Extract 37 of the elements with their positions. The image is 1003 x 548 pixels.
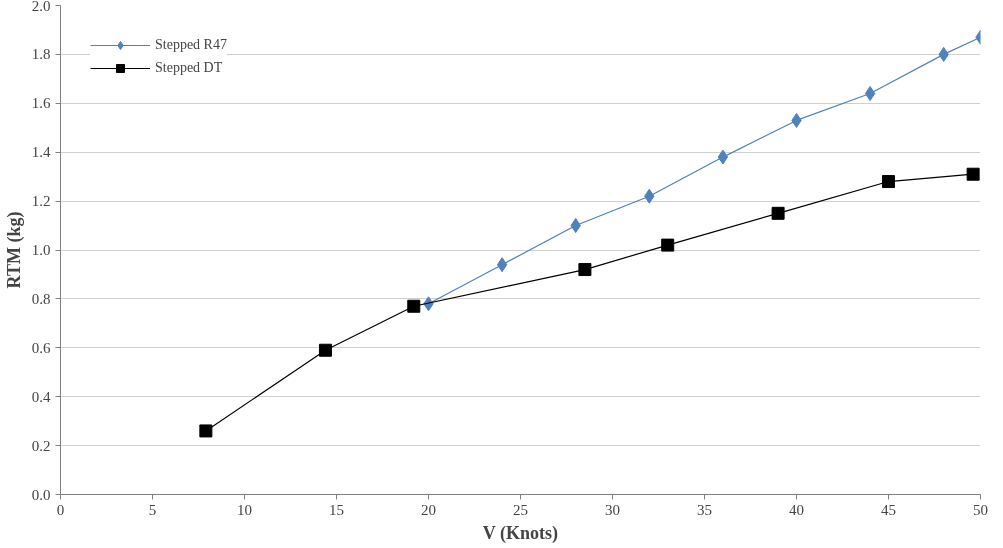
point xyxy=(199,424,213,438)
y-tick-label: 2.0 xyxy=(31,0,51,14)
legend-label: Stepped DT xyxy=(155,60,223,76)
y-axis-title: RTM (kg) xyxy=(3,211,25,289)
point xyxy=(578,263,592,277)
point xyxy=(717,149,729,165)
x-tick-label: 15 xyxy=(329,501,344,518)
y-tick-label: 0.0 xyxy=(31,486,51,503)
point xyxy=(318,343,332,357)
y-tick-label: 1.0 xyxy=(31,242,51,258)
y-tick-label: 1.2 xyxy=(31,193,51,210)
point xyxy=(496,257,508,273)
point xyxy=(771,206,785,220)
x-tick-label: 25 xyxy=(513,501,528,518)
x-tick-label: 20 xyxy=(421,501,436,518)
x-tick-label: 45 xyxy=(881,501,896,518)
x-tick-label: 50 xyxy=(973,501,988,518)
y-tick-label: 0.2 xyxy=(31,437,51,454)
x-tick-label: 30 xyxy=(605,501,620,518)
point xyxy=(661,238,675,252)
point xyxy=(407,299,421,313)
point xyxy=(864,86,876,102)
y-tick-label: 1.8 xyxy=(31,46,51,63)
y-tick-label: 0.8 xyxy=(31,290,51,307)
x-tick-label: 10 xyxy=(237,501,252,518)
x-axis-title: V (Knots) xyxy=(482,522,558,544)
y-tick-label: 1.4 xyxy=(31,144,51,161)
y-tick-label: 0.4 xyxy=(31,388,51,405)
x-tick-label: 40 xyxy=(789,501,804,518)
y-tick-label: 0.6 xyxy=(31,339,51,356)
legend-label: Stepped R47 xyxy=(155,37,227,53)
point xyxy=(966,167,980,181)
x-tick-label: 5 xyxy=(148,501,157,518)
point xyxy=(882,175,895,189)
y-tick-label: 1.6 xyxy=(31,95,51,112)
x-tick-label: 0 xyxy=(56,501,65,518)
x-tick-label: 35 xyxy=(697,501,712,518)
